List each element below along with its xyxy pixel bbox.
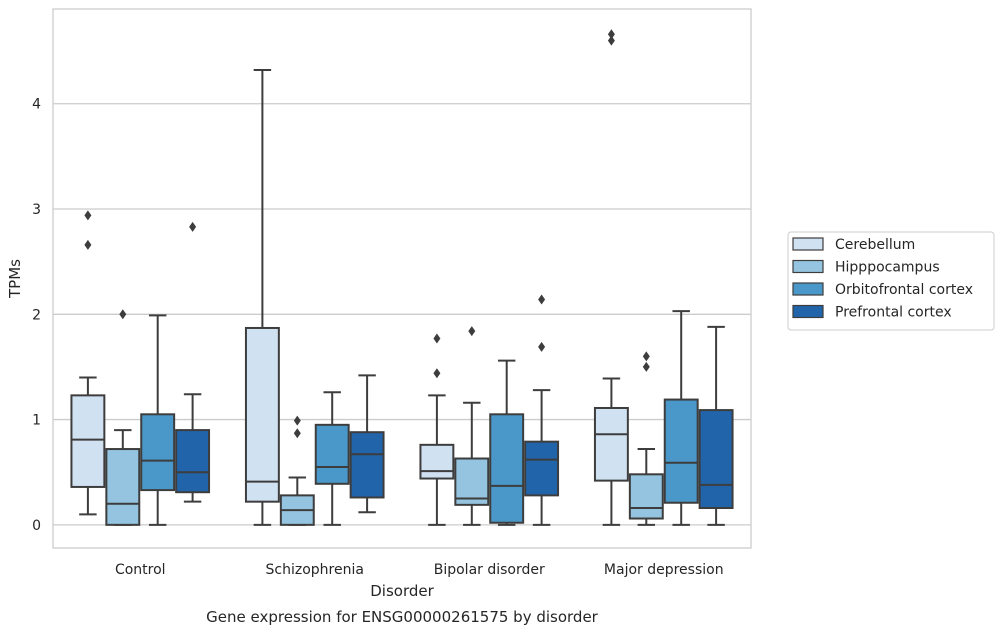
box: [279, 415, 315, 526]
y-tick-label: 2: [32, 307, 41, 323]
box: [698, 325, 734, 526]
legend-swatch: [792, 282, 824, 296]
box-iqr: [175, 429, 211, 494]
outlier-point: [468, 326, 476, 337]
x-tick-label: Schizophrenia: [266, 562, 364, 578]
box-iqr: [593, 406, 629, 482]
outlier-point: [84, 239, 92, 250]
box: [663, 310, 699, 526]
legend-swatch: [792, 304, 824, 319]
box: [244, 69, 280, 526]
box-iqr: [489, 413, 525, 524]
series-cerebellum: [70, 29, 629, 526]
box: [175, 221, 211, 503]
box-iqr: [628, 473, 664, 520]
box-iqr: [349, 431, 385, 499]
box-iqr: [244, 326, 280, 503]
box: [70, 210, 106, 516]
box-iqr: [70, 394, 106, 488]
y-axis-title: TPMs: [6, 259, 24, 299]
outlier-point: [189, 221, 197, 232]
box: [524, 294, 560, 526]
y-tick-label: 4: [32, 97, 41, 113]
box-series: [70, 29, 734, 526]
y-tick-label: 0: [32, 518, 41, 534]
box: [105, 309, 141, 526]
y-axis-ticks: 0 1 2 3 4: [32, 97, 41, 534]
box-iqr: [663, 398, 699, 504]
box-iqr: [140, 413, 176, 492]
outlier-point: [433, 333, 441, 344]
box-iqr: [524, 440, 560, 497]
box: [628, 351, 664, 526]
legend-swatch: [792, 259, 824, 274]
box-iqr: [105, 448, 141, 526]
series-hipppocampus: [105, 309, 664, 526]
outlier-point: [119, 309, 127, 320]
outlier-point: [538, 341, 546, 352]
plot-frame: [52, 8, 752, 549]
y-tick-label: 1: [32, 413, 41, 429]
outlier-point: [607, 29, 615, 40]
box: [454, 326, 490, 526]
box: [314, 391, 350, 526]
legend-label: Prefrontal cortex: [835, 305, 952, 321]
legend: Cerebellum Hipppocampus Orbitofrontal cort…: [787, 231, 995, 331]
box: [419, 333, 455, 526]
series-prefrontal-cortex: [175, 221, 734, 526]
outlier-point: [538, 294, 546, 305]
y-tick-label: 3: [32, 202, 41, 218]
box-iqr: [454, 457, 490, 506]
outlier-point: [293, 428, 301, 439]
x-tick-label: Control: [115, 562, 166, 578]
box-iqr: [698, 409, 734, 509]
x-axis-title: Disorder: [370, 582, 434, 600]
x-tick-label: Bipolar disorder: [434, 562, 545, 578]
legend-label: Hipppocampus: [835, 260, 940, 276]
legend-label: Cerebellum: [835, 237, 915, 253]
outlier-point: [642, 351, 650, 362]
box: [349, 374, 385, 514]
legend-frame: [787, 231, 995, 331]
legend-swatch: [792, 237, 824, 251]
box-iqr: [419, 443, 455, 480]
x-axis-ticks: Control Schizophrenia Bipolar disorder Majo…: [115, 562, 724, 578]
chart-caption: Gene expression for ENSG00000261575 by d…: [206, 608, 599, 626]
series-orbitofrontal-cortex: [140, 310, 699, 526]
box-iqr: [314, 423, 350, 485]
box: [593, 29, 629, 526]
outlier-point: [84, 210, 92, 221]
outlier-point: [293, 415, 301, 426]
box: [489, 359, 525, 526]
box: [140, 314, 176, 526]
outlier-point: [642, 361, 650, 372]
outlier-point: [433, 368, 441, 379]
outlier-point: [607, 35, 615, 46]
x-tick-label: Major depression: [604, 562, 724, 578]
legend-label: Orbitofrontal cortex: [835, 282, 973, 298]
